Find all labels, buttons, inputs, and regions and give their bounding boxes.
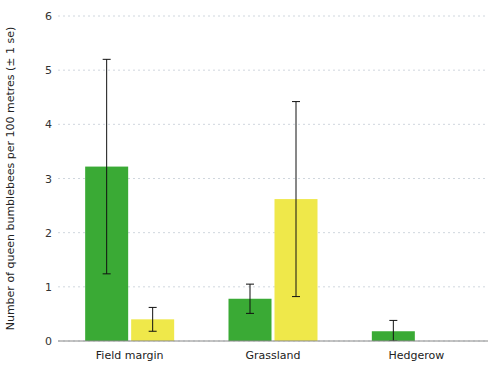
x-tick-label: Hedgerow (388, 349, 444, 362)
x-tick-label: Field margin (96, 349, 164, 362)
grid-line (58, 124, 488, 125)
error-bar (246, 284, 254, 313)
y-tick-label: 4 (45, 118, 52, 131)
bar-series (85, 59, 415, 341)
grid-line (58, 16, 488, 17)
y-axis: 0 1 2 3 4 5 6 (45, 10, 488, 348)
chart-svg: 0 1 2 3 4 5 6 Number of queen bumblebees per 10… (0, 0, 500, 375)
plot-area (85, 59, 415, 341)
y-tick-label: 0 (45, 335, 52, 348)
error-bar (389, 320, 397, 341)
error-bar (103, 59, 111, 274)
x-tick-label: Grassland (246, 349, 301, 362)
error-bar (292, 102, 300, 297)
y-tick-label: 3 (45, 173, 52, 186)
grid-line (58, 341, 488, 342)
chart-container: 0 1 2 3 4 5 6 Number of queen bumblebees per 10… (0, 0, 500, 375)
bar-series (131, 102, 317, 341)
error-bar (149, 307, 157, 331)
x-axis: Field margin Grassland Hedgerow (58, 341, 488, 362)
y-tick-label: 2 (45, 227, 52, 240)
x-axis-line (58, 341, 488, 342)
y-tick-label: 6 (45, 10, 52, 23)
y-tick-label: 5 (45, 64, 52, 77)
y-axis-label: Number of queen bumblebees per 100 metre… (4, 27, 17, 331)
y-tick-label: 1 (45, 281, 52, 294)
grid-line (58, 70, 488, 71)
